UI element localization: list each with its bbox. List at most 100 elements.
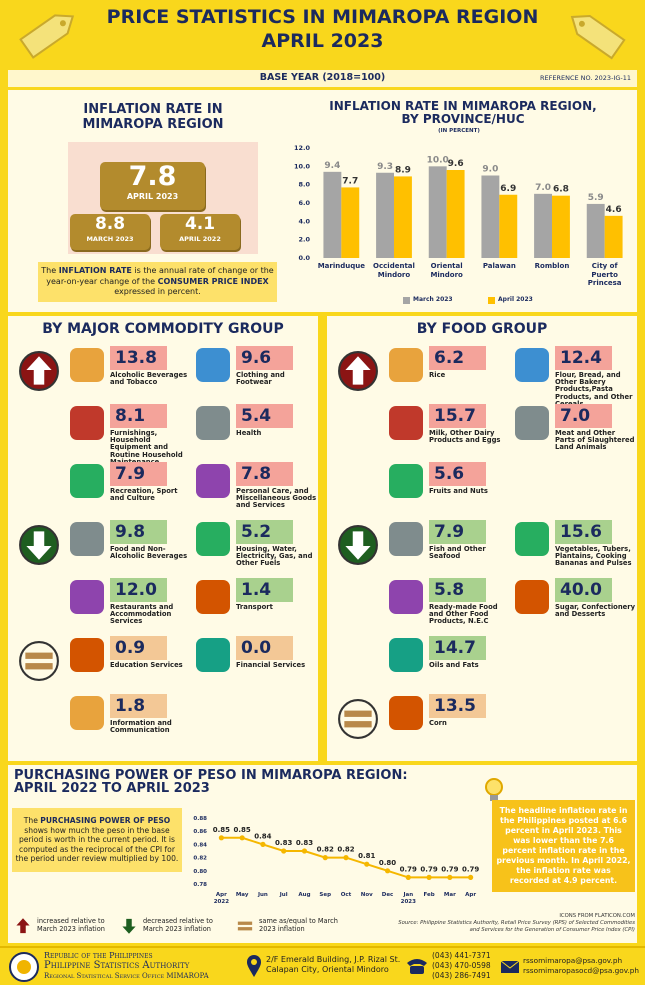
chart-subtitle: (IN PERCENT) <box>283 128 635 134</box>
value-label: 9.3 <box>377 162 393 172</box>
bar <box>552 196 570 258</box>
previous-year-value: 4.1 <box>160 214 240 235</box>
previous-month-label: MARCH 2023 <box>70 235 150 243</box>
value-box: 15.7 <box>429 404 486 428</box>
value-label: 0.79 <box>462 865 479 873</box>
item-label: Personal Care, and Miscellaneous Goods a… <box>236 488 318 510</box>
item-label: Furnishings, Household Equipment and Rou… <box>110 430 192 466</box>
value-label: 0.83 <box>275 839 292 847</box>
item-label: Financial Services <box>236 662 318 669</box>
value-label: 0.85 <box>234 826 251 834</box>
arrow-up <box>16 918 29 933</box>
legend-swatch <box>403 297 410 304</box>
point <box>385 868 390 873</box>
icon <box>196 522 230 556</box>
icon-ring <box>339 700 377 738</box>
current-label: APRIL 2023 <box>100 192 205 201</box>
bar <box>587 204 605 258</box>
value-box: 7.8 <box>236 462 293 486</box>
icon <box>70 406 104 440</box>
bar <box>605 216 623 258</box>
tag-icon <box>558 4 633 62</box>
current-value: 7.8 <box>100 162 205 192</box>
x-tick-label: Apr <box>459 892 483 899</box>
trend-icon <box>18 524 60 566</box>
item-label: Education Services <box>110 662 192 669</box>
point <box>219 835 224 840</box>
icon <box>389 638 423 672</box>
item-label: Health <box>236 430 318 437</box>
value-label: 9.0 <box>482 165 498 175</box>
x-tick-label: City of Puerto Princesa <box>578 262 631 288</box>
trend-icon <box>118 915 140 937</box>
item-label: Corn <box>429 720 511 727</box>
value-box: 0.9 <box>110 636 167 660</box>
value-label: 4.6 <box>606 205 622 215</box>
y-tick-label: 0.86 <box>193 829 207 835</box>
value-label: 0.85 <box>213 826 230 834</box>
page-subtitle: APRIL 2023 <box>90 30 555 53</box>
tag-icon <box>12 4 87 62</box>
previous-month-tag: 8.8 MARCH 2023 <box>70 214 150 250</box>
mail-icon <box>500 960 520 974</box>
email: rssomimaropasocd@psa.gov.ph <box>523 966 639 976</box>
value-box: 13.5 <box>429 694 486 718</box>
point <box>260 842 265 847</box>
email: rssomimaropa@psa.gov.ph <box>523 956 639 966</box>
emphasis: INFLATION RATE <box>59 266 132 275</box>
province-chart: INFLATION RATE IN MIMAROPA REGION, BY PR… <box>283 92 635 310</box>
value-label: 0.82 <box>317 846 334 854</box>
legend-swatch <box>488 297 495 304</box>
y-tick-label: 0.0 <box>298 254 310 262</box>
page: PRICE STATISTICS IN MIMAROPA REGION APRI… <box>0 0 645 985</box>
value-box: 1.4 <box>236 578 293 602</box>
bar <box>341 187 359 258</box>
value-box: 6.2 <box>429 346 486 370</box>
y-tick-label: 0.88 <box>193 816 207 822</box>
legend-label: same as/equal to March 2023 inflation <box>259 917 344 933</box>
bar-icon <box>238 922 252 925</box>
point <box>281 848 286 853</box>
trend-icon <box>234 915 256 937</box>
item-label: Sugar, Confectionery and Desserts <box>555 604 637 618</box>
icon <box>70 348 104 382</box>
x-tick-label: Marinduque <box>315 262 368 271</box>
value-box: 1.8 <box>110 694 167 718</box>
bar <box>499 195 517 258</box>
item-label: Rice <box>429 372 511 379</box>
bar <box>429 166 447 258</box>
icon <box>515 348 549 382</box>
legend-label: March 2023 <box>413 296 453 303</box>
value-box: 7.9 <box>110 462 167 486</box>
value-label: 0.81 <box>358 852 375 860</box>
icon <box>70 580 104 614</box>
y-tick-label: 2.0 <box>298 236 310 244</box>
value-box: 14.7 <box>429 636 486 660</box>
point <box>447 875 452 880</box>
value-box: 7.0 <box>555 404 612 428</box>
previous-month-value: 8.8 <box>70 214 150 235</box>
value-label: 0.82 <box>337 846 354 854</box>
emphasis: PURCHASING POWER OF PESO <box>40 816 170 825</box>
text: The <box>24 816 41 825</box>
x-tick-label: Occidental Mindoro <box>368 262 421 279</box>
value-label: 0.79 <box>441 865 458 873</box>
value-box: 12.4 <box>555 346 612 370</box>
item-label: Milk, Other Dairy Products and Eggs <box>429 430 511 444</box>
value-label: 7.0 <box>535 183 551 193</box>
value-label: 9.6 <box>448 159 464 169</box>
phones: (043) 441-7371 (043) 470-0598 (043) 286-… <box>432 951 491 981</box>
point <box>240 835 245 840</box>
value-box: 9.6 <box>236 346 293 370</box>
page-title: PRICE STATISTICS IN MIMAROPA REGION <box>90 6 555 29</box>
chart-title: INFLATION RATE IN MIMAROPA REGION, BY PR… <box>323 100 603 126</box>
bar-icon <box>344 711 371 717</box>
arrow-down <box>122 919 135 934</box>
legend-label: April 2023 <box>498 296 533 303</box>
value-box: 5.2 <box>236 520 293 544</box>
text: shows how much the peso in the base peri… <box>16 826 179 864</box>
x-tick-label: Romblon <box>526 262 579 271</box>
item-label: Restaurants and Accommodation Services <box>110 604 192 626</box>
